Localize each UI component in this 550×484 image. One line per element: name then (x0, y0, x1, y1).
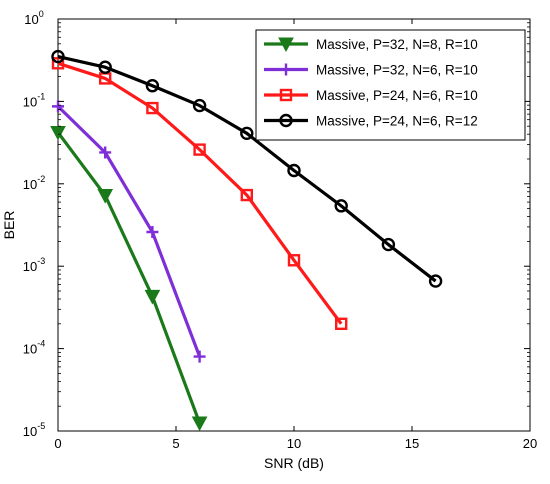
series-3 (51, 57, 348, 330)
data-point (334, 199, 348, 213)
data-point (193, 350, 206, 363)
data-point (146, 101, 159, 115)
data-point (144, 289, 161, 305)
x-tick-label: 15 (405, 436, 419, 451)
x-tick-label: 5 (172, 436, 179, 451)
data-point (51, 57, 65, 70)
series-line (57, 55, 437, 283)
y-tick-label: 100 (24, 9, 43, 27)
series-line (57, 61, 343, 325)
marker-circle (240, 126, 254, 141)
y-tick-label: 10-2 (23, 174, 45, 192)
data-point (428, 274, 443, 288)
marker-circle (279, 113, 293, 128)
data-point (191, 416, 208, 432)
marker-plus (193, 350, 206, 363)
marker-square (335, 317, 348, 330)
x-tick-label: 0 (54, 436, 61, 451)
marker-circle (98, 60, 112, 74)
marker-circle (334, 199, 348, 213)
series-1 (50, 125, 208, 432)
legend-label: Massive, P=32, N=6, R=10 (316, 63, 478, 78)
marker-plus (52, 100, 64, 113)
data-point (335, 317, 348, 330)
marker-circle (145, 79, 160, 93)
marker-square (146, 101, 159, 115)
x-axis-title: SNR (dB) (264, 455, 324, 471)
marker-square (279, 88, 293, 102)
marker-plus (99, 146, 112, 159)
data-point (193, 143, 206, 156)
series-2 (52, 100, 206, 363)
legend-label: Massive, P=32, N=8, R=10 (316, 37, 478, 52)
marker-triangle (191, 416, 208, 432)
y-tick-label: 10-4 (23, 339, 45, 357)
data-point (146, 226, 159, 239)
marker-circle (428, 274, 443, 288)
data-point (98, 60, 112, 74)
marker-plus (146, 226, 159, 239)
data-point (240, 126, 254, 141)
y-tick-label: 10-3 (23, 256, 45, 274)
data-point (287, 254, 301, 267)
data-point (52, 100, 64, 113)
y-tick-label: 10-1 (23, 91, 45, 109)
legend-entry: Massive, P=24, N=6, R=12 (264, 114, 478, 129)
marker-plus (280, 63, 292, 76)
marker-triangle (144, 289, 161, 305)
marker-circle (381, 237, 396, 252)
legend-entry: Massive, P=32, N=6, R=10 (264, 63, 478, 78)
legend: Massive, P=32, N=8, R=10 Massive, P=32, N… (255, 29, 526, 141)
marker-circle (287, 163, 301, 178)
legend-label: Massive, P=24, N=6, R=10 (316, 88, 478, 103)
data-point (381, 237, 396, 252)
marker-triangle (278, 37, 294, 53)
data-point (240, 188, 254, 202)
marker-square (240, 188, 254, 202)
y-tick-label: 10-5 (23, 421, 45, 439)
series-line (56, 131, 202, 424)
marker-circle (192, 98, 207, 113)
marker-triangle (97, 189, 114, 204)
x-tick-label: 10 (287, 436, 301, 451)
marker-square (193, 143, 206, 156)
legend-entry: Massive, P=24, N=6, R=10 (264, 88, 478, 103)
data-point (99, 146, 112, 159)
data-point (192, 98, 207, 113)
series-line (56, 105, 202, 358)
data-point (145, 79, 160, 93)
y-axis-title: BER (1, 211, 17, 240)
marker-square (51, 57, 65, 70)
marker-square (287, 254, 301, 267)
legend-box (255, 29, 526, 141)
legend-label: Massive, P=24, N=6, R=12 (316, 114, 478, 129)
data-point (287, 163, 301, 178)
data-point (97, 189, 114, 204)
series-4 (51, 49, 443, 288)
legend-entry: Massive, P=32, N=8, R=10 (264, 37, 478, 53)
x-tick-label: 20 (523, 436, 537, 451)
series-layer (50, 49, 443, 432)
